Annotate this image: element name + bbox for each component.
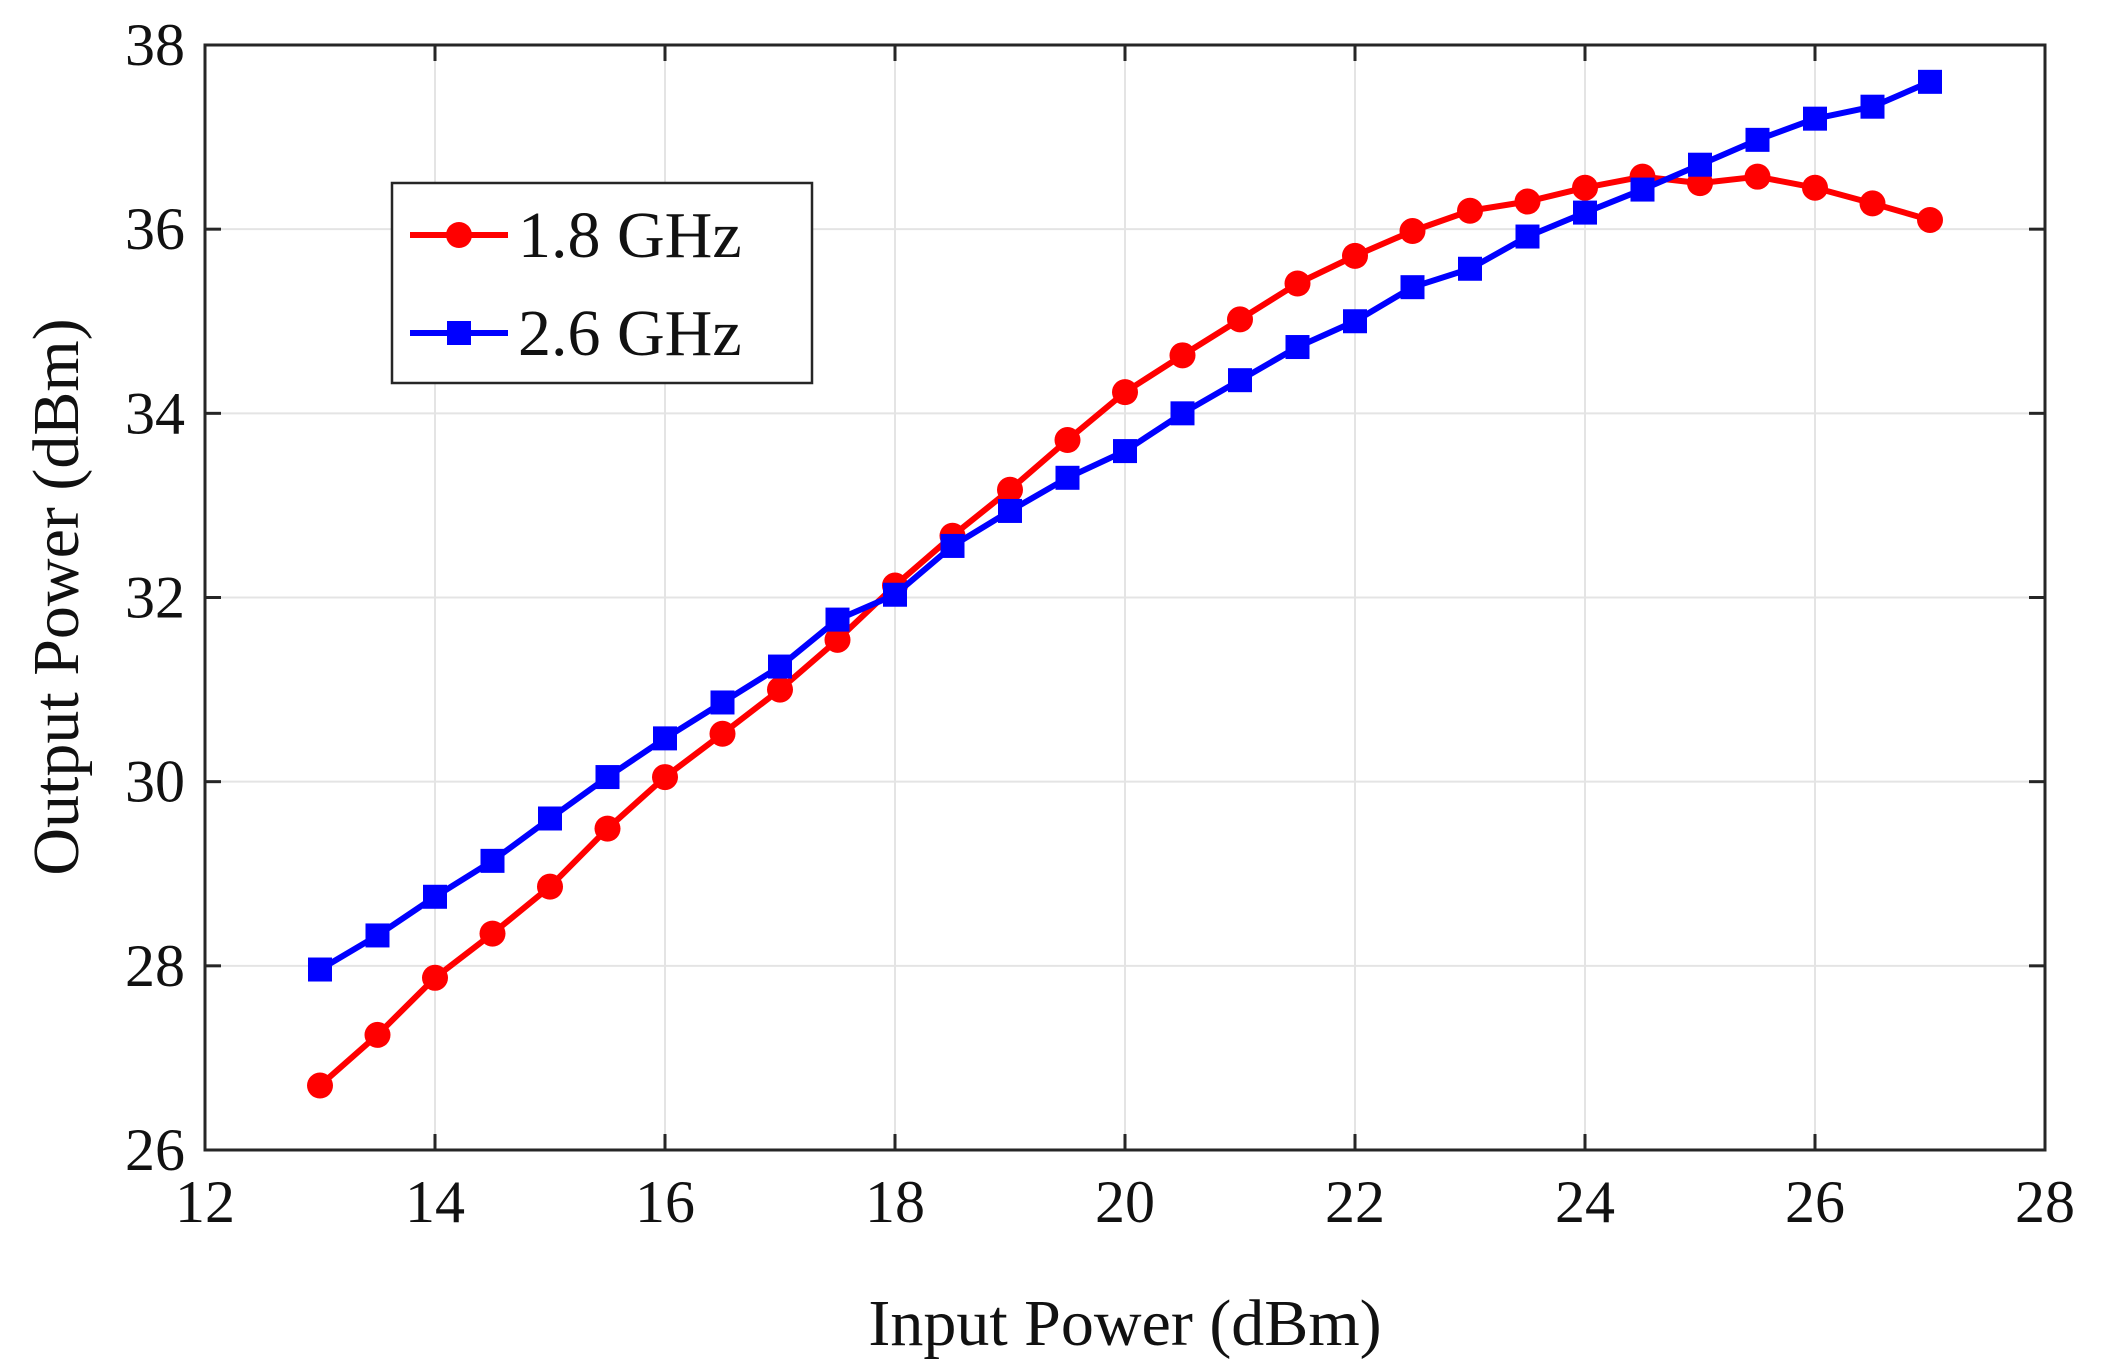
legend-box bbox=[390, 181, 814, 385]
data-point-2-6-ghz-5 bbox=[595, 765, 620, 790]
data-point-2-6-ghz-16 bbox=[1228, 368, 1252, 393]
data-point-2-6-ghz-18 bbox=[1343, 309, 1367, 334]
data-point-1-8-ghz-21 bbox=[1514, 188, 1541, 215]
data-point-2-6-ghz-10 bbox=[883, 582, 907, 607]
data-point-1-8-ghz-22 bbox=[1572, 174, 1598, 201]
x-tick-label-16: 16 bbox=[635, 1169, 695, 1235]
y-tick-label-26: 26 bbox=[125, 1117, 185, 1183]
data-point-1-8-ghz-28 bbox=[1917, 206, 1943, 233]
data-point-1-8-ghz-8 bbox=[767, 676, 793, 703]
data-point-1-8-ghz-1 bbox=[364, 1021, 391, 1048]
data-point-1-8-ghz-4 bbox=[537, 873, 563, 900]
data-point-2-6-ghz-3 bbox=[480, 848, 505, 873]
y-axis-label: Output Power (dBm) bbox=[20, 318, 93, 875]
data-point-1-8-ghz-20 bbox=[1457, 197, 1483, 224]
data-point-2-6-ghz-24 bbox=[1688, 152, 1712, 177]
data-point-2-6-ghz-26 bbox=[1803, 106, 1827, 131]
x-tick-label-20: 20 bbox=[1095, 1169, 1155, 1235]
data-point-2-6-ghz-11 bbox=[940, 533, 965, 558]
data-point-1-8-ghz-3 bbox=[479, 920, 506, 947]
legend-label-2-6-ghz: 2.6 GHz bbox=[518, 297, 742, 370]
data-point-2-6-ghz-1 bbox=[365, 923, 390, 948]
data-point-1-8-ghz-27 bbox=[1859, 190, 1886, 217]
x-tick-label-24: 24 bbox=[1555, 1169, 1615, 1235]
y-tick-label-30: 30 bbox=[125, 749, 185, 815]
data-point-2-6-ghz-21 bbox=[1515, 224, 1540, 249]
data-point-1-8-ghz-19 bbox=[1399, 218, 1426, 245]
data-point-1-8-ghz-13 bbox=[1054, 427, 1081, 454]
data-point-2-6-ghz-25 bbox=[1745, 127, 1770, 152]
data-point-2-6-ghz-7 bbox=[710, 690, 735, 715]
data-point-2-6-ghz-0 bbox=[308, 957, 332, 982]
x-tick-label-28: 28 bbox=[2015, 1169, 2075, 1235]
data-point-2-6-ghz-17 bbox=[1285, 335, 1310, 360]
data-point-2-6-ghz-9 bbox=[825, 607, 850, 632]
data-point-1-8-ghz-17 bbox=[1284, 270, 1311, 297]
y-tick-label-38: 38 bbox=[125, 12, 185, 78]
x-tick-label-14: 14 bbox=[405, 1169, 465, 1235]
data-point-1-8-ghz-16 bbox=[1227, 306, 1253, 333]
data-point-2-6-ghz-19 bbox=[1400, 275, 1425, 300]
series-layer bbox=[307, 69, 1943, 1099]
data-point-1-8-ghz-7 bbox=[709, 720, 736, 747]
y-tick-label-36: 36 bbox=[125, 196, 185, 262]
data-point-2-6-ghz-28 bbox=[1918, 69, 1942, 94]
data-point-2-6-ghz-12 bbox=[998, 498, 1022, 523]
data-point-1-8-ghz-0 bbox=[307, 1072, 333, 1099]
legend-label-1-8-ghz: 1.8 GHz bbox=[518, 199, 742, 272]
data-point-2-6-ghz-27 bbox=[1860, 94, 1885, 119]
x-tick-label-22: 22 bbox=[1325, 1169, 1385, 1235]
data-point-2-6-ghz-2 bbox=[423, 884, 447, 909]
data-point-2-6-ghz-6 bbox=[653, 726, 677, 751]
x-tick-label-26: 26 bbox=[1785, 1169, 1845, 1235]
data-point-1-8-ghz-12 bbox=[997, 476, 1023, 503]
y-tick-label-32: 32 bbox=[125, 565, 185, 631]
x-tick-label-12: 12 bbox=[175, 1169, 235, 1235]
data-point-1-8-ghz-15 bbox=[1169, 342, 1196, 369]
data-point-1-8-ghz-26 bbox=[1802, 174, 1828, 201]
data-point-2-6-ghz-15 bbox=[1170, 401, 1195, 426]
data-point-2-6-ghz-14 bbox=[1113, 439, 1137, 464]
data-point-1-8-ghz-5 bbox=[594, 815, 621, 842]
data-point-2-6-ghz-22 bbox=[1573, 200, 1597, 225]
data-point-2-6-ghz-4 bbox=[538, 806, 562, 831]
data-point-1-8-ghz-25 bbox=[1744, 163, 1771, 190]
data-point-1-8-ghz-2 bbox=[422, 964, 448, 991]
y-tick-label-28: 28 bbox=[125, 933, 185, 999]
data-point-1-8-ghz-6 bbox=[652, 764, 678, 791]
x-tick-label-18: 18 bbox=[865, 1169, 925, 1235]
legend: 1.8 GHz 2.6 GHz bbox=[390, 181, 814, 385]
data-point-2-6-ghz-13 bbox=[1055, 465, 1080, 490]
y-tick-label-34: 34 bbox=[125, 380, 185, 446]
legend-marker-2-6-ghz bbox=[447, 321, 471, 345]
legend-marker-1-8-ghz bbox=[446, 222, 472, 248]
data-point-1-8-ghz-9 bbox=[824, 626, 851, 653]
data-point-2-6-ghz-20 bbox=[1458, 256, 1482, 281]
data-point-2-6-ghz-23 bbox=[1630, 177, 1655, 202]
data-point-2-6-ghz-8 bbox=[768, 654, 792, 679]
axis-ticks: 12 14 16 18 20 22 24 26 28 26 28 30 32 34 36 38 bbox=[125, 12, 2075, 1235]
data-point-1-8-ghz-18 bbox=[1342, 242, 1368, 269]
data-point-1-8-ghz-14 bbox=[1112, 379, 1138, 406]
x-axis-label: Input Power (dBm) bbox=[868, 1287, 1381, 1360]
